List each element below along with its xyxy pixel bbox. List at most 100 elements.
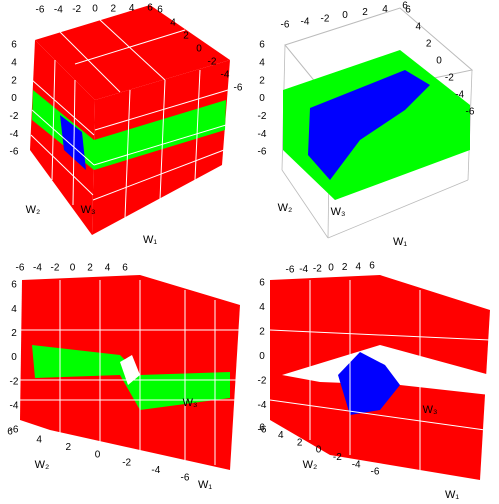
tick-label: 4 — [259, 57, 265, 68]
tick-label: -2 — [258, 111, 267, 122]
tick-label: -4 — [10, 129, 19, 140]
tick-label: -2 — [445, 73, 454, 84]
tick-label: 2 — [342, 262, 348, 273]
tick-label: -6 — [36, 5, 45, 16]
tick-label: 6 — [122, 263, 128, 274]
tick-label: 2 — [426, 39, 432, 50]
tick-label: 4 — [259, 302, 265, 313]
tick-label: 4 — [356, 261, 362, 272]
tick-label: 6 — [259, 40, 265, 51]
tick-label: -6 — [466, 107, 475, 118]
tick-label: -2 — [10, 376, 19, 387]
tick-label: 6 — [369, 261, 375, 272]
tick-label: -6 — [286, 265, 295, 276]
tick-label: 0 — [196, 44, 202, 55]
tick-label: 4 — [170, 18, 176, 29]
axis-label: W₃ — [81, 204, 96, 216]
tick-label: 2 — [87, 263, 93, 274]
tick-label: -4 — [151, 465, 160, 476]
tick-label: 2 — [297, 437, 303, 448]
tick-label: -4 — [54, 4, 63, 15]
tick-label: 6 — [259, 423, 265, 434]
tick-label: -4 — [10, 400, 19, 411]
tick-label: -6 — [281, 20, 290, 31]
tick-label: 2 — [183, 31, 189, 42]
tick-label: -2 — [122, 457, 131, 468]
tick-label: -2 — [72, 4, 81, 15]
tick-label: 0 — [92, 4, 98, 15]
axis-label: W₂ — [26, 204, 41, 216]
tick-label: 6 — [7, 427, 13, 438]
panel-4-cube — [269, 275, 491, 480]
tick-label: -4 — [258, 400, 267, 411]
tick-label: 4 — [11, 57, 17, 68]
tick-label: -4 — [301, 16, 310, 27]
tick-label: -6 — [258, 425, 267, 436]
tick-label: -2 — [10, 111, 19, 122]
tick-label: -2 — [333, 452, 342, 463]
tick-label: 4 — [105, 263, 111, 274]
axis-label: W₃ — [331, 206, 346, 218]
tick-label: 2 — [259, 75, 265, 86]
tick-label: -4 — [221, 70, 230, 81]
tick-label: -6 — [181, 473, 190, 484]
tick-label: 2 — [362, 7, 368, 18]
tick-label: 4 — [278, 430, 284, 441]
tick-label: 0 — [70, 263, 76, 274]
tick-label: 2 — [11, 75, 17, 86]
tick-label: -6 — [234, 83, 243, 94]
tick-label: -2 — [51, 263, 60, 274]
panel-1-cube — [30, 5, 230, 235]
axis-label: W₃ — [183, 397, 198, 409]
axis-label: W₁ — [445, 489, 459, 501]
tick-label: 4 — [11, 304, 17, 315]
tick-label: 0 — [328, 263, 334, 274]
axis-label: W₂ — [278, 202, 293, 214]
tick-label: 4 — [129, 3, 135, 14]
axis-label: W₁ — [198, 479, 212, 491]
tick-label: -6 — [16, 263, 25, 274]
tick-label: 0 — [11, 352, 17, 363]
tick-label: -2 — [258, 376, 267, 387]
tick-label: 2 — [111, 3, 117, 14]
tick-label: -4 — [352, 459, 361, 470]
tick-label: 2 — [11, 328, 17, 339]
tick-label: -6 — [258, 147, 267, 158]
tick-label: 0 — [95, 450, 101, 461]
tick-label: 6 — [402, 1, 408, 12]
tick-label: 4 — [382, 4, 388, 15]
tick-label: 4 — [36, 434, 42, 445]
tick-label: 6 — [259, 278, 265, 289]
tick-label: -6 — [371, 467, 380, 478]
panel-3-cube — [20, 275, 240, 470]
tick-label: 6 — [11, 280, 17, 291]
tick-label: 0 — [259, 351, 265, 362]
tick-label: -2 — [313, 263, 322, 274]
tick-label: 6 — [147, 3, 153, 14]
tick-label: 4 — [416, 22, 422, 33]
tick-label: 2 — [259, 327, 265, 338]
tick-label: -4 — [299, 264, 308, 275]
tick-label: -6 — [10, 147, 19, 158]
tick-label: 6 — [157, 5, 163, 16]
tick-label: 0 — [436, 56, 442, 67]
tick-label: 0 — [259, 93, 265, 104]
tick-label: -4 — [258, 129, 267, 140]
axis-label: W₂ — [35, 459, 50, 471]
tick-label: 0 — [316, 445, 322, 456]
tick-label: 0 — [11, 93, 17, 104]
tick-label: 2 — [66, 442, 72, 453]
tick-label: 6 — [405, 5, 411, 16]
tick-label: -4 — [455, 90, 464, 101]
axis-label: W₁ — [143, 234, 157, 246]
tick-label: 6 — [11, 40, 17, 51]
axis-label: W₂ — [303, 459, 318, 471]
tick-label: -2 — [321, 13, 330, 24]
tick-label: -2 — [208, 57, 217, 68]
axis-label: W₃ — [423, 404, 438, 416]
tick-label: -6 — [10, 425, 19, 436]
axis-label: W₁ — [393, 236, 407, 248]
tick-label: 0 — [342, 10, 348, 21]
panel-2-wireframe — [281, 7, 474, 239]
